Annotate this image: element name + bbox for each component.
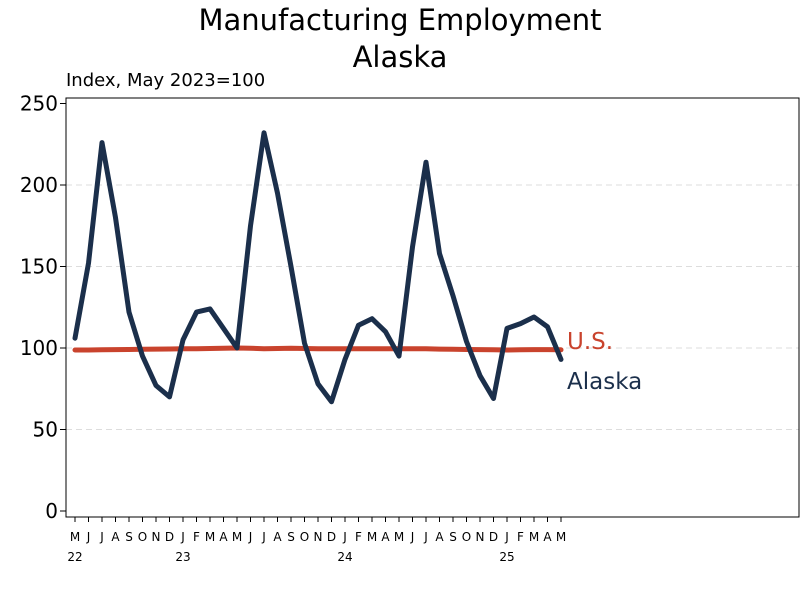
x-tick-label: S [125,530,133,544]
x-tick-label: A [381,530,390,544]
x-year-label: 25 [499,550,514,564]
series-label-us: U.S. [567,329,613,355]
x-tick-label: J [261,530,266,544]
x-year-label: 23 [175,550,190,564]
y-axis-ticks: 0 50 100 150 200 250 [20,92,66,523]
x-tick-label: D [165,530,174,544]
x-tick-label: D [489,530,498,544]
x-tick-label: O [138,530,147,544]
x-tick-label: A [219,530,228,544]
x-tick-label: A [543,530,552,544]
x-tick-label: F [517,530,524,544]
chart-subtitle: Alaska [353,40,448,74]
x-tick-label: J [423,530,428,544]
series-line-alaska [72,130,564,405]
x-tick-label: M [70,530,80,544]
series-label-alaska: Alaska [567,369,642,395]
y-axis-label: Index, May 2023=100 [66,70,265,91]
x-tick-label: M [232,530,242,544]
y-tick-label: 0 [45,499,58,523]
series-labels: U.S. Alaska [567,329,642,395]
y-tick-label: 50 [33,418,58,442]
x-tick-label: J [410,530,415,544]
y-tick-label: 100 [20,336,58,360]
x-tick-label: M [205,530,215,544]
x-tick-label: J [99,530,104,544]
y-tick-label: 250 [20,92,58,116]
x-tick-label: M [394,530,404,544]
x-tick-label: M [556,530,566,544]
x-tick-label: A [111,530,120,544]
x-tick-label: J [86,530,91,544]
series-line-us [72,345,564,353]
x-tick-label: F [355,530,362,544]
x-tick-label: J [248,530,253,544]
x-tick-label: J [504,530,509,544]
x-tick-label: N [476,530,485,544]
x-tick-label: D [327,530,336,544]
x-tick-label: J [342,530,347,544]
plot-frame [65,97,800,518]
x-tick-label: A [435,530,444,544]
y-tick-label: 150 [20,255,58,279]
x-tick-label: M [529,530,539,544]
x-year-label: 24 [337,550,352,564]
x-tick-label: N [152,530,161,544]
x-tick-label: O [462,530,471,544]
x-tick-label: A [273,530,282,544]
x-tick-label: J [180,530,185,544]
x-tick-label: S [287,530,295,544]
x-axis-ticks: M J J A S O N D J F M A M J J A S O N D J F M A M J J A S O N D J F M A M22 2… [67,517,566,564]
x-year-label: 22 [67,550,82,564]
x-tick-label: S [449,530,457,544]
x-tick-label: O [300,530,309,544]
x-tick-label: F [193,530,200,544]
y-tick-label: 200 [20,173,58,197]
x-tick-label: M [367,530,377,544]
series-lines [72,130,564,405]
x-tick-label: N [314,530,323,544]
chart-title: Manufacturing Employment [199,3,602,37]
